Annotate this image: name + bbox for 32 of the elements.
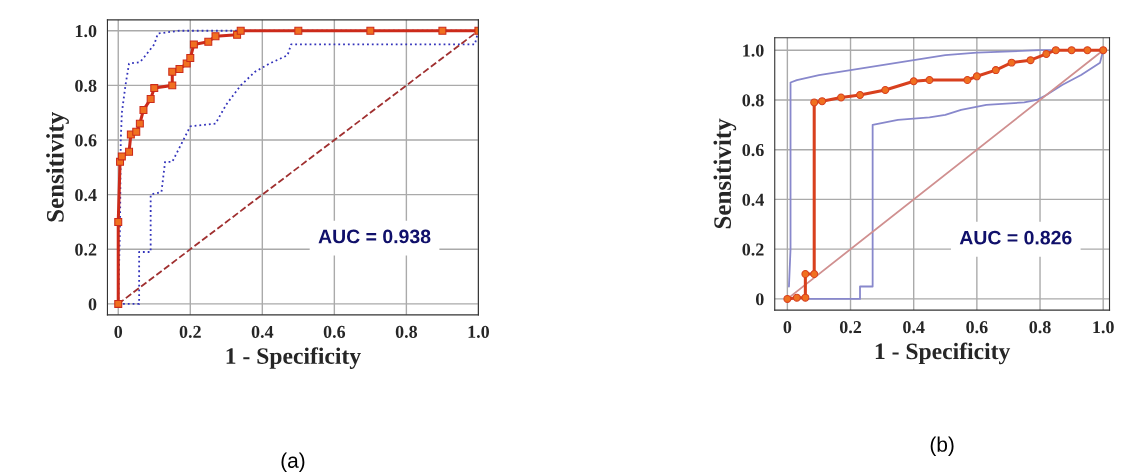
y-tick-label: 0.4 bbox=[742, 193, 764, 206]
x-tick-label: 0.8 bbox=[395, 325, 418, 339]
text: (a) bbox=[281, 452, 305, 472]
x-tick-label: 0.4 bbox=[251, 325, 274, 339]
x-axis-title: 1 - Specificity bbox=[226, 347, 361, 369]
y-tick-label: 0.8 bbox=[742, 94, 764, 107]
x-tick-label: 0.6 bbox=[323, 325, 346, 339]
x-tick-label: 0 bbox=[783, 321, 792, 334]
y-tick-label: 0 bbox=[88, 298, 97, 311]
y-tick-label: 1.0 bbox=[743, 44, 764, 57]
y-tick-label: 0.2 bbox=[75, 243, 97, 256]
x-tick-label: 0.2 bbox=[179, 325, 201, 339]
text: (b) bbox=[930, 436, 954, 456]
x-tick-label: 0 bbox=[114, 325, 123, 338]
annotation: AUC = 0.938 bbox=[318, 229, 431, 244]
x-axis-title: 1 - Specificity bbox=[875, 342, 1011, 365]
annotation: AUC = 0.826 bbox=[959, 230, 1072, 245]
y-tick-label: 1.0 bbox=[75, 25, 97, 38]
y-tick-label: 0.6 bbox=[742, 143, 764, 157]
y-axis-title: Sensitivity bbox=[46, 112, 69, 222]
y-tick-label: 0.6 bbox=[75, 134, 97, 147]
y-axis-title: Sensitivity bbox=[713, 118, 737, 229]
x-tick-label: 0.4 bbox=[903, 321, 925, 334]
y-tick-label: 0.2 bbox=[742, 243, 764, 256]
x-tick-label: 0.2 bbox=[839, 321, 862, 334]
x-tick-label: 1.0 bbox=[1093, 321, 1114, 334]
x-tick-label: 1.0 bbox=[468, 325, 490, 339]
x-tick-label: 0.8 bbox=[1029, 321, 1051, 334]
y-tick-label: 0.8 bbox=[75, 79, 97, 92]
y-tick-label: 0.4 bbox=[75, 188, 97, 202]
x-tick-label: 0.6 bbox=[966, 321, 988, 334]
y-tick-label: 0 bbox=[755, 293, 764, 306]
